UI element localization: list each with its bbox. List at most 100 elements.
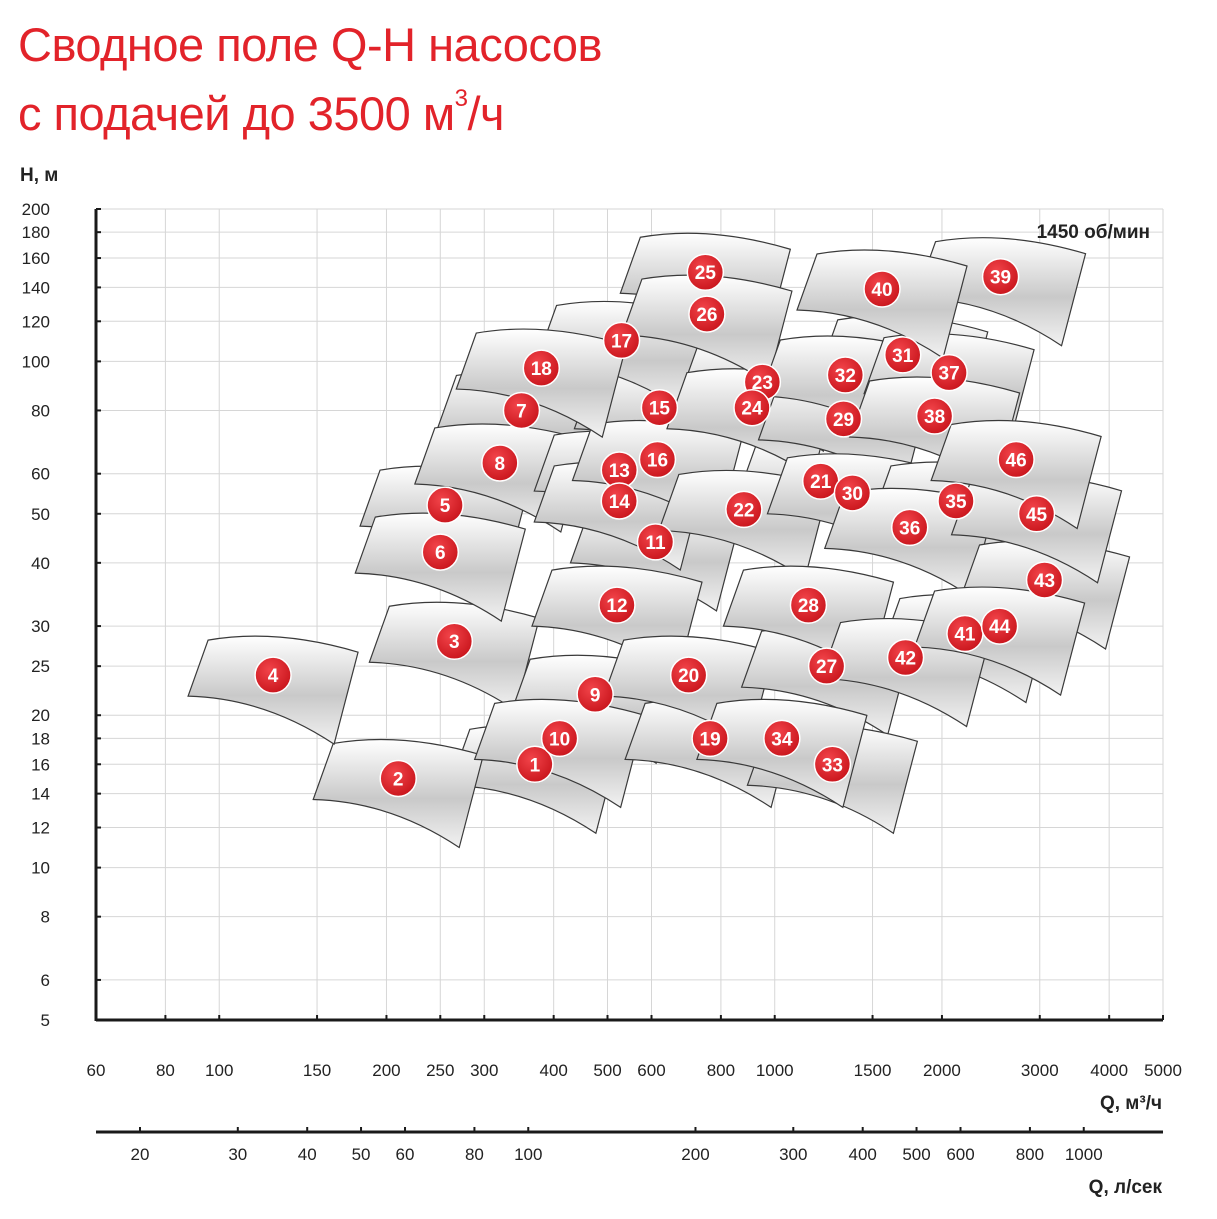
y-tick-label: 40 — [31, 554, 50, 573]
x-tick-label: 1500 — [854, 1061, 892, 1080]
pump-marker-34: 34 — [763, 719, 801, 758]
y-tick-label: 12 — [31, 819, 50, 838]
x-tick-label: 500 — [593, 1061, 621, 1080]
pump-marker-circle — [602, 321, 641, 360]
title-line-1: Сводное поле Q-H насосов — [18, 18, 603, 71]
pump-marker-29: 29 — [824, 400, 863, 438]
pump-marker-13: 13 — [600, 451, 639, 489]
x-tick-label: 1000 — [756, 1061, 794, 1080]
pump-marker-44: 44 — [980, 607, 1019, 645]
y-tick-label: 8 — [41, 908, 50, 927]
axes — [94, 209, 1163, 1134]
pump-marker-label: 33 — [822, 755, 843, 776]
secondary-x-tick-label: 50 — [352, 1145, 371, 1164]
pump-marker-circle — [890, 508, 929, 547]
pump-marker-7: 7 — [502, 391, 541, 430]
pump-marker-circle — [669, 656, 708, 694]
x-tick-label: 200 — [372, 1061, 400, 1080]
pump-marker-40: 40 — [863, 270, 901, 308]
pump-marker-label: 35 — [945, 492, 967, 513]
secondary-x-tick-label: 200 — [681, 1145, 709, 1164]
pump-marker-label: 28 — [798, 596, 819, 617]
pump-marker-circle — [598, 586, 636, 624]
pump-marker-32: 32 — [826, 356, 865, 394]
pump-marker-label: 31 — [892, 346, 914, 367]
pump-marker-17: 17 — [602, 321, 641, 360]
pump-marker-circle — [789, 586, 828, 624]
pump-marker-circle — [930, 353, 968, 392]
secondary-x-tick-label: 80 — [465, 1145, 484, 1164]
y-tick-label: 10 — [31, 859, 50, 878]
y-tick-label: 50 — [31, 505, 50, 524]
pump-marker-18: 18 — [522, 349, 561, 387]
pump-marker-label: 39 — [990, 268, 1011, 289]
y-tick-label: 18 — [31, 729, 50, 748]
y-tick-label: 120 — [22, 312, 50, 331]
secondary-x-tick-label: 800 — [1016, 1145, 1044, 1164]
pump-marker-label: 41 — [954, 625, 976, 646]
pump-marker-circle — [813, 745, 852, 784]
secondary-x-tick-label: 40 — [298, 1145, 317, 1164]
pump-marker-circle — [502, 391, 541, 430]
pump-marker-39: 39 — [981, 257, 1020, 296]
secondary-x-tick-label: 400 — [849, 1145, 877, 1164]
x-tick-label: 2000 — [923, 1061, 961, 1080]
pump-marker-label: 38 — [924, 407, 945, 428]
pump-marker-label: 17 — [611, 331, 632, 352]
pump-marker-label: 2 — [393, 769, 404, 790]
y-tick-label: 100 — [22, 352, 50, 371]
x-tick-label: 4000 — [1090, 1061, 1128, 1080]
x-tick-label: 60 — [87, 1061, 106, 1080]
pump-marker-label: 44 — [989, 617, 1011, 638]
pump-marker-20: 20 — [669, 656, 708, 694]
pump-marker-circle — [833, 474, 872, 512]
pump-marker-36: 36 — [890, 508, 929, 547]
pump-marker-label: 8 — [495, 454, 506, 475]
y-tick-label: 140 — [22, 278, 50, 297]
y-tick-label: 20 — [31, 706, 50, 725]
y-tick-label: 5 — [41, 1011, 50, 1030]
pump-marker-circle — [863, 270, 901, 308]
pump-marker-label: 1 — [530, 755, 541, 776]
pump-marker-16: 16 — [638, 440, 677, 479]
pump-marker-circle — [686, 253, 725, 291]
pump-marker-circle — [937, 482, 975, 520]
pump-marker-circle — [691, 719, 729, 758]
pump-marker-label: 37 — [939, 364, 960, 385]
pump-marker-circle — [807, 647, 846, 685]
pump-marker-label: 5 — [440, 496, 451, 517]
pump-marker-circle — [981, 257, 1020, 296]
pump-marker-label: 15 — [649, 399, 671, 420]
pump-marker-label: 36 — [899, 518, 920, 539]
secondary-x-axis-label: Q, л/сек — [1089, 1177, 1163, 1198]
secondary-x-tick-label: 20 — [131, 1145, 150, 1164]
pump-marker-41: 41 — [946, 614, 984, 653]
y-tick-label: 160 — [22, 249, 50, 268]
pump-marker-circle — [522, 349, 561, 387]
pump-marker-11: 11 — [636, 523, 675, 561]
pump-marker-9: 9 — [576, 675, 614, 714]
pump-marker-46: 46 — [997, 440, 1035, 479]
pump-marker-label: 45 — [1026, 505, 1048, 526]
pump-marker-14: 14 — [600, 482, 639, 520]
x-tick-label: 100 — [205, 1061, 233, 1080]
pump-marker-label: 4 — [268, 666, 279, 687]
y-tick-label: 200 — [22, 200, 50, 219]
title-line-2: с подачей до 3500 м3/ч — [18, 72, 602, 141]
x-tick-label: 150 — [303, 1061, 331, 1080]
pump-marker-3: 3 — [435, 622, 474, 660]
x-axis-label: Q, м³/ч — [1100, 1093, 1162, 1114]
pump-marker-30: 30 — [833, 474, 872, 512]
pump-marker-label: 10 — [549, 729, 570, 750]
pump-marker-label: 32 — [835, 366, 856, 387]
pump-marker-label: 27 — [816, 657, 837, 678]
pump-markers: 1234567891011121314151617181920212223242… — [254, 253, 1064, 798]
pump-marker-circle — [435, 622, 474, 660]
pump-marker-27: 27 — [807, 647, 846, 685]
x-tick-label: 300 — [470, 1061, 498, 1080]
pump-marker-label: 14 — [609, 492, 631, 513]
pump-marker-label: 9 — [590, 685, 601, 706]
pump-marker-label: 26 — [696, 305, 717, 326]
secondary-x-tick-label: 1000 — [1065, 1145, 1103, 1164]
